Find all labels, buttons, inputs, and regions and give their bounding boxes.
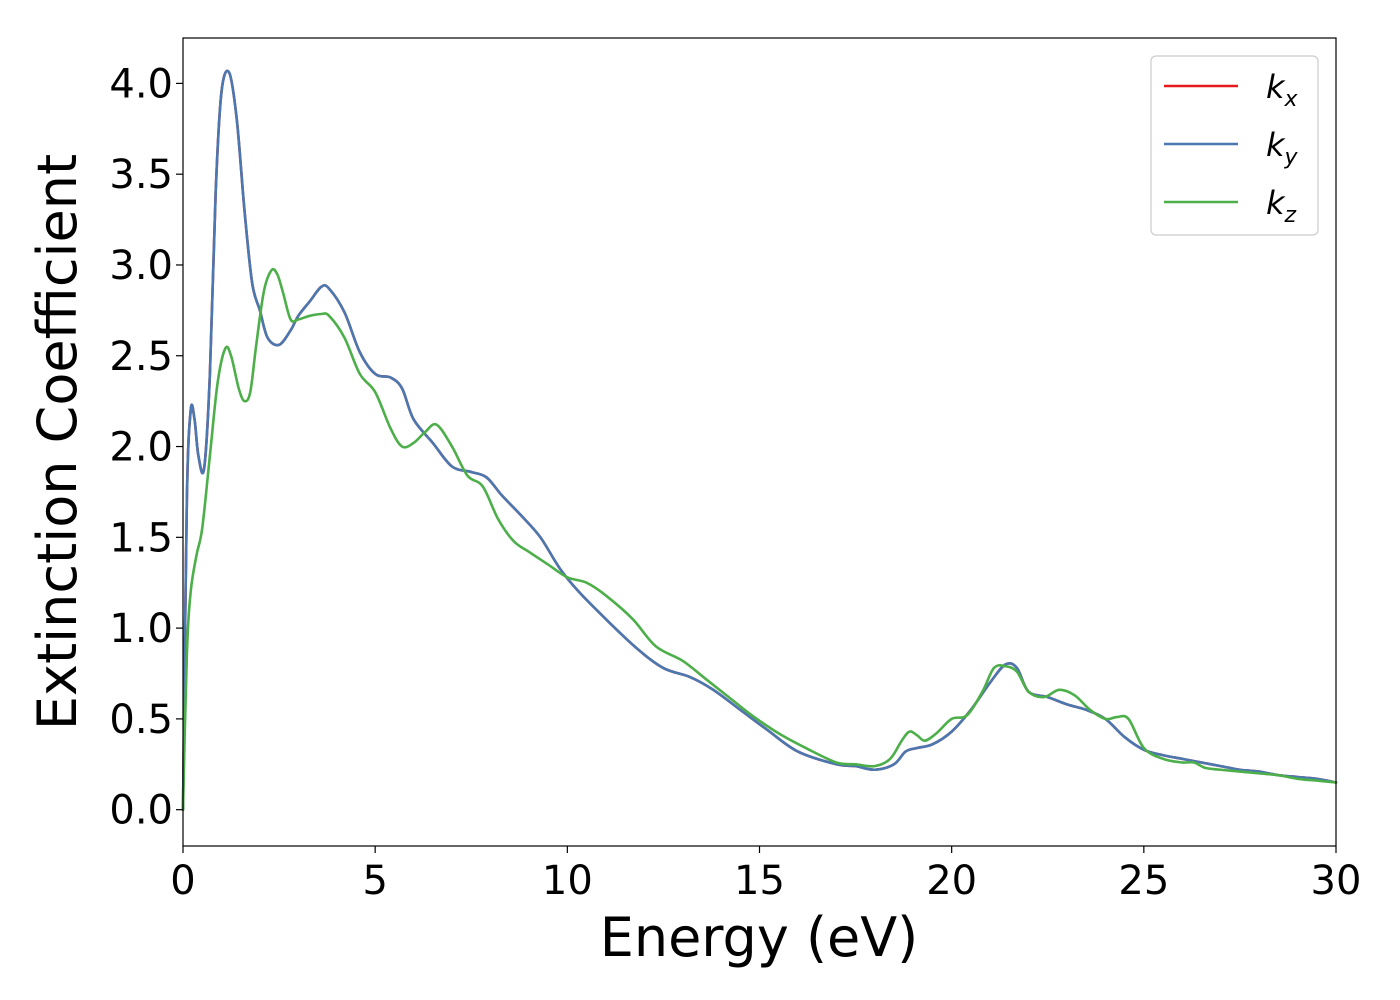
series-line-kz — [181, 267, 1338, 811]
y-tick-label: 0.0 — [109, 788, 173, 834]
legend-label-subscript: x — [1284, 87, 1299, 112]
legend-label-ky: ky — [1266, 126, 1299, 170]
x-tick-label: 0 — [170, 858, 195, 904]
x-axis: 0 5 10 15 20 25 30 — [170, 846, 1361, 904]
legend-label-subscript: y — [1284, 145, 1299, 170]
x-tick-label: 25 — [1118, 858, 1169, 904]
x-tick-label: 15 — [734, 858, 785, 904]
y-tick-label: 3.5 — [109, 152, 173, 198]
y-tick-label: 1.5 — [109, 515, 173, 561]
y-axis: 0.0 0.5 1.0 1.5 2.0 2.5 3.0 3.5 4.0 — [109, 61, 183, 834]
y-tick-label: 1.0 — [109, 606, 173, 652]
legend-label-subscript: z — [1284, 203, 1297, 228]
x-axis-title: Energy (eV) — [600, 906, 919, 969]
series-layer — [181, 69, 1338, 811]
x-tick-label: 5 — [362, 858, 387, 904]
x-tick-label: 30 — [1311, 858, 1362, 904]
legend-label-base: k — [1266, 184, 1286, 222]
legend-label-kz: kz — [1266, 184, 1297, 228]
y-tick-label: 3.0 — [109, 243, 173, 289]
legend-label-base: k — [1266, 126, 1286, 164]
y-tick-label: 4.0 — [109, 61, 173, 107]
y-tick-label: 2.0 — [109, 425, 173, 471]
legend-label-base: k — [1266, 68, 1286, 106]
x-tick-label: 20 — [926, 858, 977, 904]
y-tick-label: 0.5 — [109, 697, 173, 743]
legend-label-kx: kx — [1266, 68, 1299, 112]
x-tick-label: 10 — [542, 858, 593, 904]
legend-box — [1150, 55, 1319, 236]
y-tick-label: 2.5 — [109, 334, 173, 380]
y-axis-title: Extinction Coefficient — [26, 154, 89, 730]
